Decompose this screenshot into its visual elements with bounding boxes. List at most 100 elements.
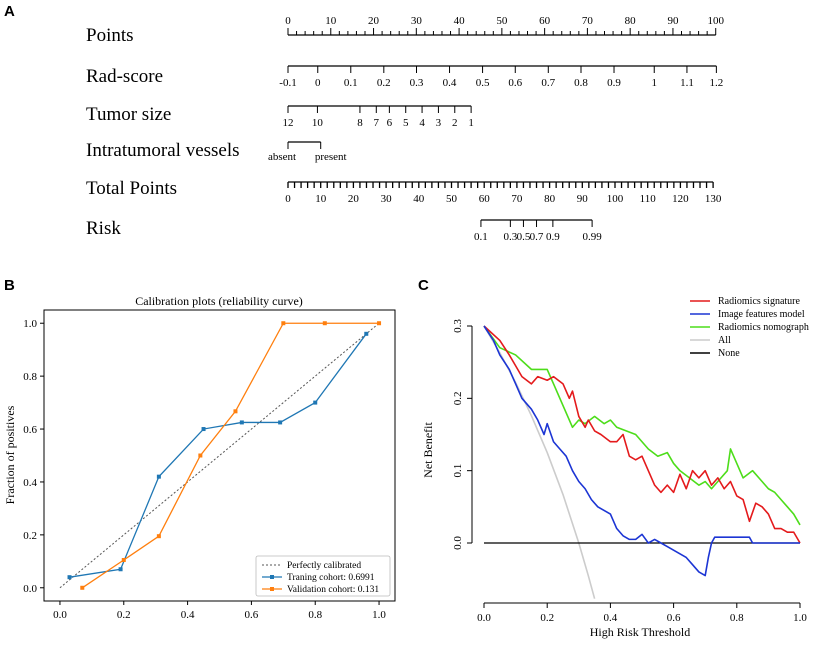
dca-y-tick-label: 0.2: [452, 391, 464, 405]
nomogram-tick-label: 0: [315, 77, 321, 89]
dca-x-tick-label: 0.8: [730, 612, 744, 624]
nomogram-tick-label: 0.7: [530, 231, 544, 243]
nomogram-tick-label: 30: [381, 193, 393, 205]
calibration-point: [278, 420, 283, 425]
legend-label-image-features: Image features model: [718, 309, 805, 320]
dca-x-tick-label: 0.4: [604, 612, 618, 624]
calibration-point: [156, 474, 161, 479]
nomogram-row-label: Rad-score: [86, 66, 163, 87]
nomogram-tick-label: 10: [325, 15, 337, 27]
nomogram-tick-label: 0.9: [607, 77, 621, 89]
dca-y-axis-label: Net Benefit: [421, 422, 435, 478]
calibration-x-tick-label: 0.8: [308, 609, 322, 621]
nomogram-tick-label: 8: [357, 117, 363, 129]
dca-series-line: [483, 325, 801, 544]
nomogram-tick-label: 1: [468, 117, 474, 129]
dca-x-tick-label: 0.2: [540, 612, 554, 624]
dca-x-tick-label: 0.6: [667, 612, 681, 624]
legend-label-all: All: [718, 335, 731, 346]
legend-label-radiomics-signature: Radiomics signature: [718, 296, 800, 307]
nomogram-tick-label: 4: [419, 117, 425, 129]
nomogram-tick-label: 1.1: [680, 77, 694, 89]
calibration-point: [313, 400, 318, 405]
legend-label-radiomics-nomograph: Radiomics nomograph: [718, 322, 809, 333]
nomogram-tick-label: 40: [413, 193, 425, 205]
calibration-x-tick-label: 0.0: [53, 609, 67, 621]
calibration-title: Calibration plots (reliability curve): [135, 294, 303, 308]
nomogram-tick-label: 7: [374, 117, 380, 129]
panel-label-b: B: [4, 277, 15, 294]
nomogram-row-label: Tumor size: [86, 104, 171, 125]
calibration-point: [233, 409, 238, 414]
nomogram-tick-label: 20: [368, 15, 380, 27]
nomogram-tick-label: -0.1: [279, 77, 296, 89]
nomogram-tick-label: 1.2: [709, 77, 723, 89]
nomogram-tick-label: 12: [283, 117, 294, 129]
calibration-y-axis-label: Fraction of positives: [3, 405, 17, 504]
nomogram-tick-label: 5: [403, 117, 409, 129]
calibration-y-tick-label: 0.8: [23, 371, 37, 383]
calibration-y-tick-label: 0.4: [23, 477, 37, 489]
calibration-point: [67, 575, 72, 580]
calibration-legend-box: [255, 555, 391, 597]
legend-label-perfect: Perfectly calibrated: [287, 560, 361, 571]
calibration-x-tick-label: 0.4: [181, 609, 195, 621]
nomogram-tick-label: 1: [651, 77, 657, 89]
nomogram-tick-label: 0.99: [582, 231, 602, 243]
nomogram-tick-label: 60: [539, 15, 551, 27]
calibration-series-line: [81, 322, 380, 589]
nomogram-tick-label: 0.3: [410, 77, 424, 89]
calibration-point: [281, 321, 286, 326]
nomogram-tick-label: 0: [285, 15, 291, 27]
dca-y-tick-label: 0.1: [452, 464, 464, 478]
dca-legend: Radiomics signature Image features model…: [690, 296, 809, 359]
nomogram-tick-label: 120: [672, 193, 689, 205]
calibration-legend: Perfectly calibrated Traning cohort: 0.6…: [255, 555, 391, 597]
calibration-x-tick-label: 1.0: [372, 609, 386, 621]
nomogram-row-label: Total Points: [86, 178, 177, 199]
calibration-y-tick-label: 1.0: [23, 318, 37, 330]
nomogram-tick-label: 20: [348, 193, 360, 205]
nomogram-tick-label: 0.1: [474, 231, 488, 243]
nomogram-tick-label: 50: [446, 193, 458, 205]
calibration-point: [239, 420, 244, 425]
nomogram-tick-label: 40: [454, 15, 466, 27]
nomogram-tick-label: 110: [640, 193, 657, 205]
nomogram-tick-label: 0.1: [344, 77, 358, 89]
nomogram-tick-label: 3: [436, 117, 442, 129]
dca-series-line: [483, 325, 596, 599]
nomogram-tick-label: present: [315, 151, 347, 163]
nomogram-tick-label: 2: [452, 117, 458, 129]
nomogram-tick-label: 30: [411, 15, 423, 27]
calibration-y-tick-label: 0.2: [23, 530, 37, 542]
nomogram-tick-label: 0.4: [443, 77, 457, 89]
nomogram-tick-label: 0.5: [517, 231, 531, 243]
nomogram-tick-label: 80: [544, 193, 556, 205]
legend-label-training: Traning cohort: 0.6991: [287, 573, 375, 583]
dca-series-line: [483, 325, 800, 577]
nomogram-tick-label: 70: [582, 15, 594, 27]
dca-x-tick-label: 1.0: [793, 612, 807, 624]
calibration-point: [201, 427, 206, 432]
nomogram-tick-label: 0.9: [546, 231, 560, 243]
panel-label-c: C: [418, 277, 429, 294]
nomogram-tick-label: 130: [705, 193, 722, 205]
dca-x-tick-label: 0.0: [477, 612, 491, 624]
nomogram-tick-label: absent: [268, 151, 296, 163]
legend-marker-training: [270, 575, 274, 579]
calibration-point: [118, 567, 123, 572]
calibration-point: [121, 557, 126, 562]
calibration-point: [322, 321, 327, 326]
calibration-series-line: [59, 322, 380, 589]
calibration-point: [156, 534, 161, 539]
calibration-panel: Calibration plots (reliability curve) Fr…: [3, 294, 396, 621]
nomogram-tick-label: 70: [511, 193, 523, 205]
nomogram-tick-label: 80: [625, 15, 637, 27]
panel-label-a: A: [4, 3, 15, 20]
calibration-point: [377, 321, 382, 326]
nomogram-tick-label: 0: [285, 193, 291, 205]
dca-y-tick-label: 0.3: [452, 319, 464, 333]
decision-curve-panel: Net Benefit High Risk Threshold 0.0 0.1 0.…: [421, 296, 809, 639]
